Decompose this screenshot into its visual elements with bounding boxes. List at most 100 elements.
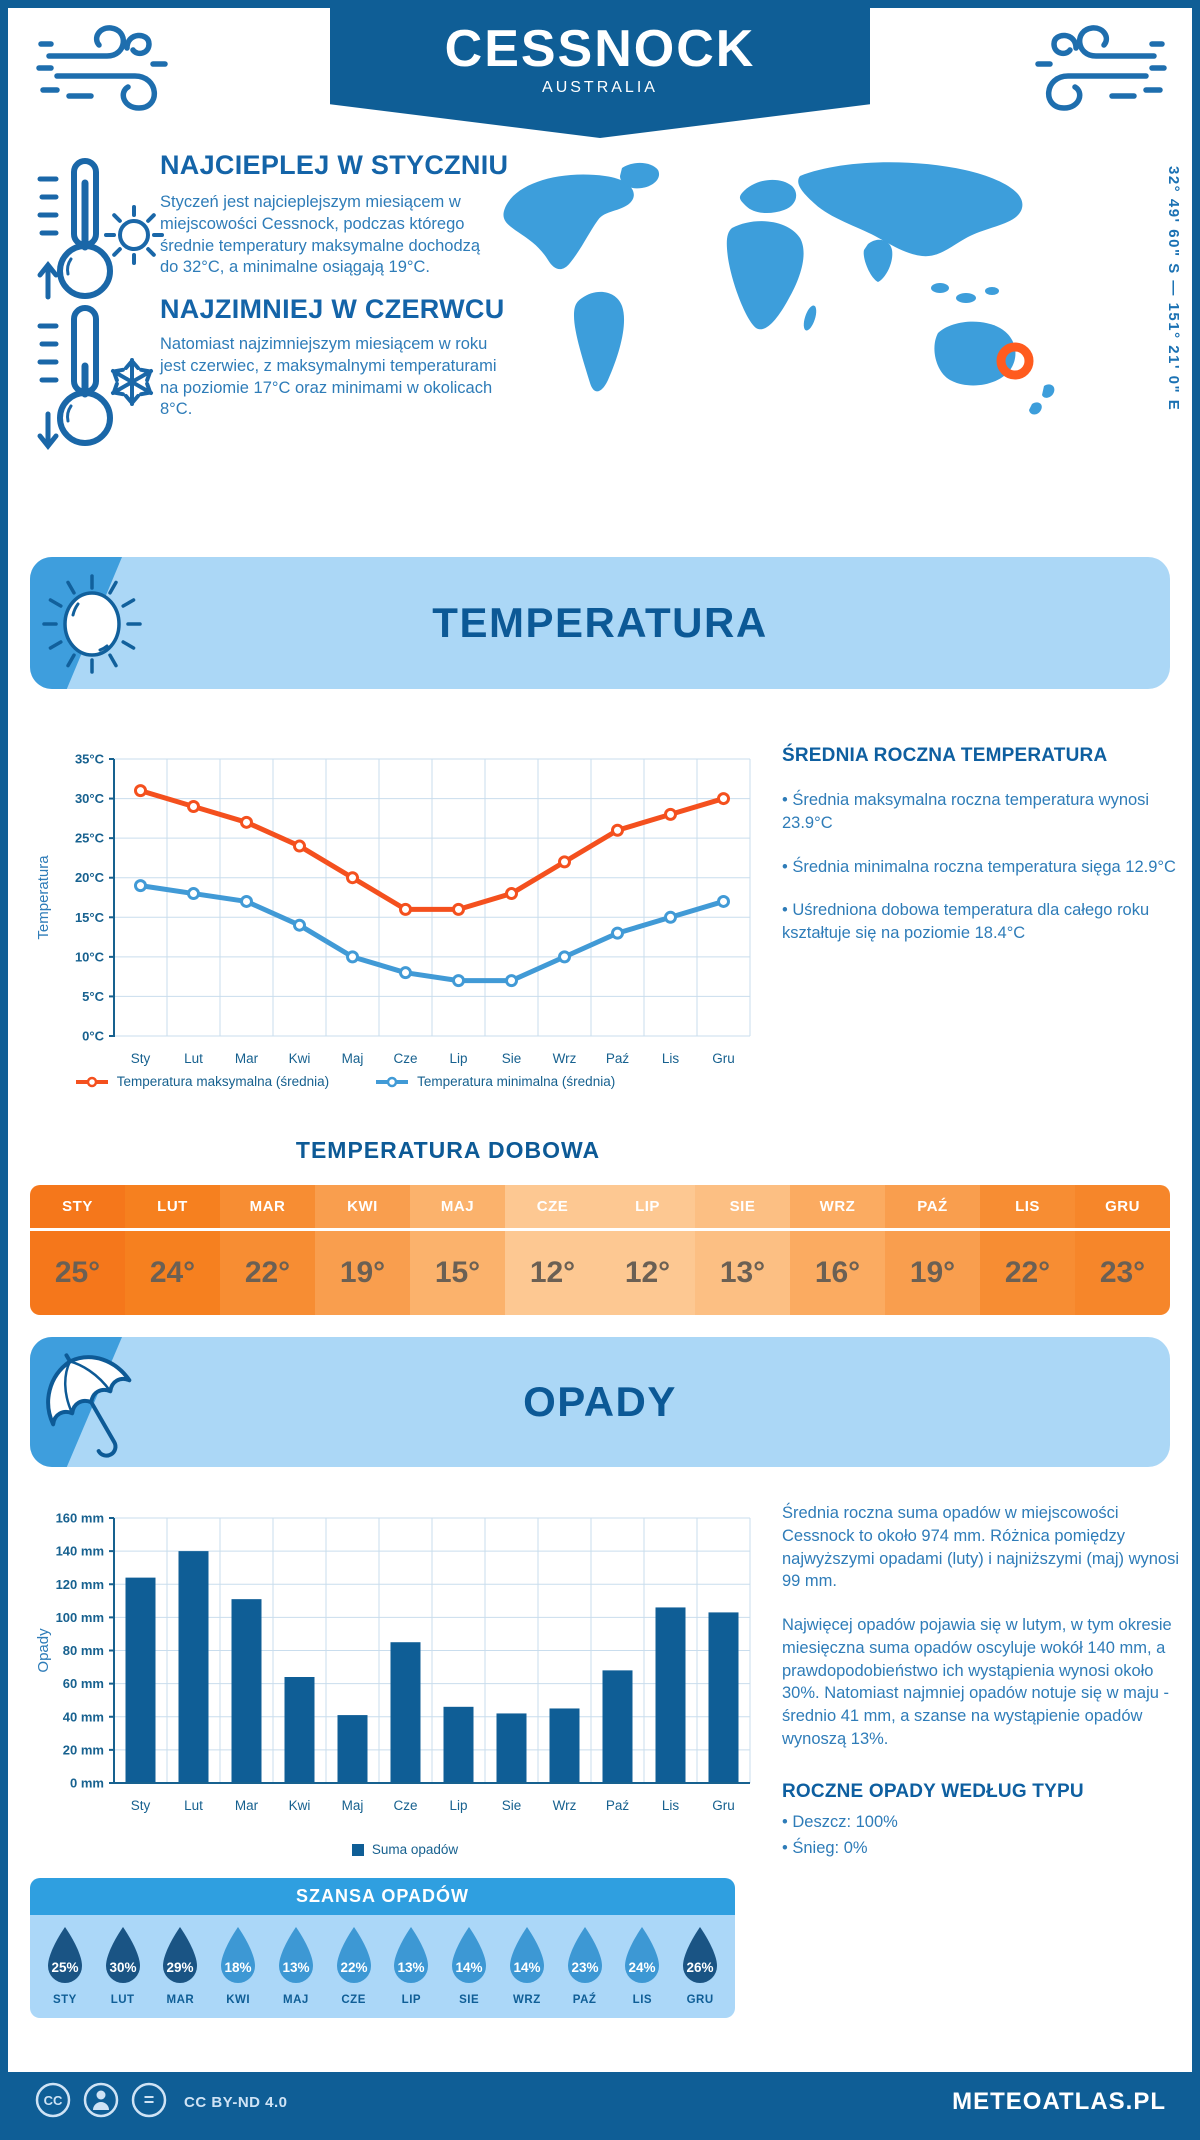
data-point bbox=[134, 879, 147, 893]
drop-month-label: SIE bbox=[459, 1994, 480, 2006]
data-point bbox=[240, 894, 253, 908]
table-temperature-value: 19° bbox=[885, 1231, 980, 1315]
highlight-warm-heading: NAJCIEPLEJ W STYCZNIU bbox=[160, 150, 509, 180]
svg-text:100 mm: 100 mm bbox=[56, 1610, 104, 1625]
daily-temperature-table: STY 25° LUT 24° MAR 22° KWI 19° MAJ 15° CZE 12° LIP 1… bbox=[30, 1185, 1170, 1315]
chance-drop: 24% LIS bbox=[616, 1925, 668, 2006]
data-point bbox=[399, 966, 412, 980]
precipitation-banner-title: OPADY bbox=[523, 1378, 677, 1425]
svg-text:30°C: 30°C bbox=[75, 791, 105, 806]
precipitation-type-heading: ROCZNE OPADY WEDŁUG TYPU bbox=[782, 1780, 1084, 1802]
drop-month-label: LIS bbox=[632, 1994, 653, 2006]
svg-text:Lut: Lut bbox=[184, 1051, 203, 1066]
data-point bbox=[452, 902, 465, 916]
svg-text:120 mm: 120 mm bbox=[56, 1577, 104, 1592]
data-point bbox=[399, 902, 412, 916]
table-temperature-value: 19° bbox=[315, 1231, 410, 1315]
table-month-header: GRU bbox=[1075, 1185, 1170, 1231]
svg-text:5°C: 5°C bbox=[82, 989, 104, 1004]
table-month-header: LIP bbox=[600, 1185, 695, 1231]
bar bbox=[602, 1670, 633, 1783]
svg-text:Sty: Sty bbox=[131, 1051, 151, 1066]
bar bbox=[549, 1708, 580, 1783]
svg-text:13%: 13% bbox=[398, 1960, 425, 1975]
raindrop-icon bbox=[394, 1927, 429, 1983]
svg-text:Lip: Lip bbox=[449, 1051, 467, 1066]
wind-icon bbox=[1008, 18, 1168, 133]
svg-text:Kwi: Kwi bbox=[289, 1051, 311, 1066]
svg-text:60 mm: 60 mm bbox=[63, 1676, 104, 1691]
chance-drop: 14% WRZ bbox=[501, 1925, 553, 2006]
drop-month-label: LIP bbox=[401, 1994, 422, 2006]
svg-text:Wrz: Wrz bbox=[553, 1798, 577, 1813]
table-month-header: MAJ bbox=[410, 1185, 505, 1231]
svg-text:30%: 30% bbox=[109, 1960, 136, 1975]
table-column: LIS 22° bbox=[980, 1185, 1075, 1315]
table-column: STY 25° bbox=[30, 1185, 125, 1315]
table-temperature-value: 23° bbox=[1075, 1231, 1170, 1315]
svg-text:25°C: 25°C bbox=[75, 831, 105, 846]
chance-drop: 14% SIE bbox=[443, 1925, 495, 2006]
annual-bullet: • Średnia minimalna roczna temperatura s… bbox=[782, 857, 1176, 876]
data-point bbox=[293, 839, 306, 853]
drop-month-label: STY bbox=[52, 1994, 77, 2006]
table-column: GRU 23° bbox=[1075, 1185, 1170, 1315]
location-marker bbox=[996, 342, 1034, 380]
table-month-header: KWI bbox=[315, 1185, 410, 1231]
svg-text:Mar: Mar bbox=[235, 1051, 259, 1066]
drop-month-label: WRZ bbox=[513, 1994, 541, 2006]
table-temperature-value: 22° bbox=[220, 1231, 315, 1315]
drop-month-label: MAJ bbox=[282, 1994, 309, 2006]
table-month-header: SIE bbox=[695, 1185, 790, 1231]
svg-text:Cze: Cze bbox=[393, 1051, 417, 1066]
svg-text:Mar: Mar bbox=[235, 1798, 259, 1813]
data-point bbox=[346, 950, 359, 964]
raindrop-icon bbox=[683, 1927, 718, 1983]
data-point bbox=[558, 855, 571, 869]
table-column: MAR 22° bbox=[220, 1185, 315, 1315]
precipitation-chance-title: SZANSA OPADÓW bbox=[30, 1878, 735, 1915]
precipitation-type-bullet: • Deszcz: 100% bbox=[782, 1812, 898, 1831]
precipitation-chance-panel: SZANSA OPADÓW 25% STY 30% LUT 29% MAR 18% KWI 13… bbox=[30, 1878, 735, 2018]
precipitation-paragraph: Najwięcej opadów pojawia się w lutym, w … bbox=[782, 1616, 1172, 1748]
bar bbox=[390, 1642, 421, 1783]
page-subtitle: AUSTRALIA bbox=[542, 78, 658, 96]
precipitation-paragraph: Średnia roczna suma opadów w miejscowośc… bbox=[782, 1504, 1180, 1591]
footer: CC = CC BY-ND 4.0 METEOATLAS.PL bbox=[8, 2072, 1192, 2132]
raindrop-icon bbox=[221, 1927, 256, 1983]
temperature-line-chart: 0°C 5°C 10°C 15°C 20°C 25°C 30°C 35°C Sty Lut Mar K… bbox=[35, 752, 751, 1066]
svg-text:20 mm: 20 mm bbox=[63, 1742, 104, 1757]
raindrop-icon bbox=[105, 1927, 140, 1983]
annual-temperature-panel: ŚREDNIA ROCZNA TEMPERATURA • Średnia mak… bbox=[782, 745, 1182, 966]
line-series bbox=[138, 788, 726, 912]
svg-text:Lut: Lut bbox=[184, 1798, 203, 1813]
highlight-cold-heading: NAJZIMNIEJ W CZERWCU bbox=[160, 294, 505, 324]
bar bbox=[496, 1713, 527, 1783]
temperature-banner-title: TEMPERATURA bbox=[432, 599, 768, 646]
coordinates-label: 32° 49' 60" S — 151° 21' 0" E bbox=[1165, 166, 1182, 412]
table-temperature-value: 25° bbox=[30, 1231, 125, 1315]
bar bbox=[443, 1706, 474, 1783]
table-month-header: LIS bbox=[980, 1185, 1075, 1231]
data-point bbox=[717, 894, 730, 908]
cc-icon: CC bbox=[34, 2081, 72, 2124]
bar bbox=[178, 1551, 209, 1783]
svg-text:Sie: Sie bbox=[502, 1051, 522, 1066]
svg-text:20°C: 20°C bbox=[75, 870, 105, 885]
bar bbox=[125, 1577, 156, 1783]
chance-drop: 30% LUT bbox=[97, 1925, 149, 2006]
table-column: WRZ 16° bbox=[790, 1185, 885, 1315]
data-point bbox=[558, 950, 571, 964]
svg-text:Kwi: Kwi bbox=[289, 1798, 311, 1813]
table-month-header: WRZ bbox=[790, 1185, 885, 1231]
table-column: KWI 19° bbox=[315, 1185, 410, 1315]
svg-text:=: = bbox=[144, 2090, 155, 2110]
no-derivatives-icon: = bbox=[130, 2081, 168, 2124]
thermometer-warm-icon bbox=[30, 155, 165, 305]
data-point bbox=[611, 926, 624, 940]
sun-icon bbox=[32, 560, 152, 690]
table-column: PAŹ 19° bbox=[885, 1185, 980, 1315]
data-point bbox=[187, 799, 200, 813]
drop-month-label: LUT bbox=[110, 1994, 135, 2006]
